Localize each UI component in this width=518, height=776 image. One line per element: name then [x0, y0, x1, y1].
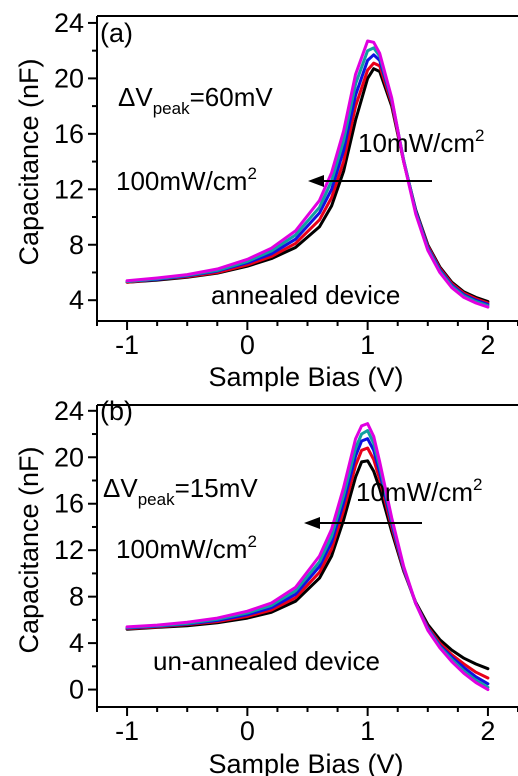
- panel-a-device-label: annealed device: [211, 280, 400, 310]
- panel-a-series-line-5: [125, 39, 490, 309]
- panel-a-x-axis-label: Sample Bias (V): [208, 362, 403, 392]
- panel-b-label: (b): [100, 396, 133, 426]
- panel-b-low-intensity-text: 10mW/cm: [356, 477, 473, 507]
- panel-a-x-tick-label: 1: [360, 330, 375, 360]
- panel-b-high-intensity-text: 100mW/cm: [116, 534, 247, 564]
- panel-b-low-intensity-sup: 2: [473, 475, 482, 494]
- panel-b-low-intensity-label: 10mW/cm2: [356, 475, 482, 507]
- panel-b-y-tick-label: 20: [54, 442, 84, 472]
- panel-b-series-line-5: [125, 422, 490, 692]
- panel-a-axes: [88, 15, 518, 330]
- panel-b-y-tick-label: 12: [54, 535, 84, 565]
- panel-b-y-tick-label: 8: [69, 582, 84, 612]
- panel-b-arrow: [304, 517, 422, 529]
- panel-a-high-intensity-label: 100mW/cm2: [116, 164, 257, 196]
- panel-b-x-tick-label: 0: [240, 716, 255, 746]
- panel-a-y-tick-label: 12: [54, 174, 84, 204]
- panel-a-x-tick-label: -1: [115, 330, 139, 360]
- panel-b-series: [125, 422, 490, 692]
- panel-a-low-intensity-sup: 2: [475, 126, 484, 145]
- panel-b-delta-symbol: ΔV: [103, 473, 138, 503]
- panel-a-low-intensity-text: 10mW/cm: [358, 128, 475, 158]
- panel-b-x-axis-label: Sample Bias (V): [208, 749, 403, 776]
- panel-b-x-tick-label: 1: [360, 716, 375, 746]
- panel-b-series-line-2: [125, 446, 490, 680]
- panel-b-device-label: un-annealed device: [153, 646, 380, 676]
- panel-a-y-tick-label: 24: [54, 8, 84, 38]
- panel-b-high-intensity-sup: 2: [247, 532, 256, 551]
- panel-b-y-tick-label: 4: [69, 628, 84, 658]
- panel-b-delta-v-annotation: ΔVpeak=15mV: [103, 473, 258, 509]
- panel-a-y-tick-label: 4: [69, 285, 84, 315]
- panel-a-delta-value: =60mV: [190, 82, 274, 112]
- panel-a-arrow: [308, 175, 432, 187]
- panel-a-label: (a): [100, 18, 133, 48]
- panel-a-y-tick-label: 8: [69, 230, 84, 260]
- panel-a-arrow-head: [308, 175, 324, 187]
- panel-b-high-intensity-label: 100mW/cm2: [116, 532, 257, 564]
- panel-a-high-intensity-sup: 2: [247, 164, 256, 183]
- panel-b-arrow-head: [304, 517, 320, 529]
- panel-a-low-intensity-label: 10mW/cm2: [358, 126, 484, 158]
- panel-a-delta-v-annotation: ΔVpeak=60mV: [118, 82, 273, 118]
- panel-a-y-axis-label: Capacitance (nF): [14, 58, 44, 265]
- panel-a-y-tick-label: 20: [54, 63, 84, 93]
- panel-a-series: [125, 39, 490, 309]
- panel-b-y-tick-label: 0: [69, 675, 84, 705]
- panel-b-y-axis-label: Capacitance (nF): [14, 446, 44, 653]
- panel-b-delta-value: =15mV: [175, 473, 259, 503]
- panel-b-series-line-1: [125, 459, 490, 671]
- panel-b-y-tick-label: 24: [54, 396, 84, 426]
- panel-b-axes: [88, 404, 518, 716]
- panel-b-x-tick-label: -1: [115, 716, 139, 746]
- panel-b-y-tick-label: 16: [54, 489, 84, 519]
- panel-a-delta-symbol: ΔV: [118, 82, 153, 112]
- panel-a-x-tick-label: 2: [480, 330, 495, 360]
- panel-b-x-tick-label: 2: [480, 716, 495, 746]
- panel-a-high-intensity-text: 100mW/cm: [116, 166, 247, 196]
- panel-b-delta-subscript: peak: [138, 490, 175, 509]
- panel-a-y-tick-label: 16: [54, 119, 84, 149]
- panel-a-delta-subscript: peak: [153, 99, 190, 118]
- panel-a-x-tick-label: 0: [240, 330, 255, 360]
